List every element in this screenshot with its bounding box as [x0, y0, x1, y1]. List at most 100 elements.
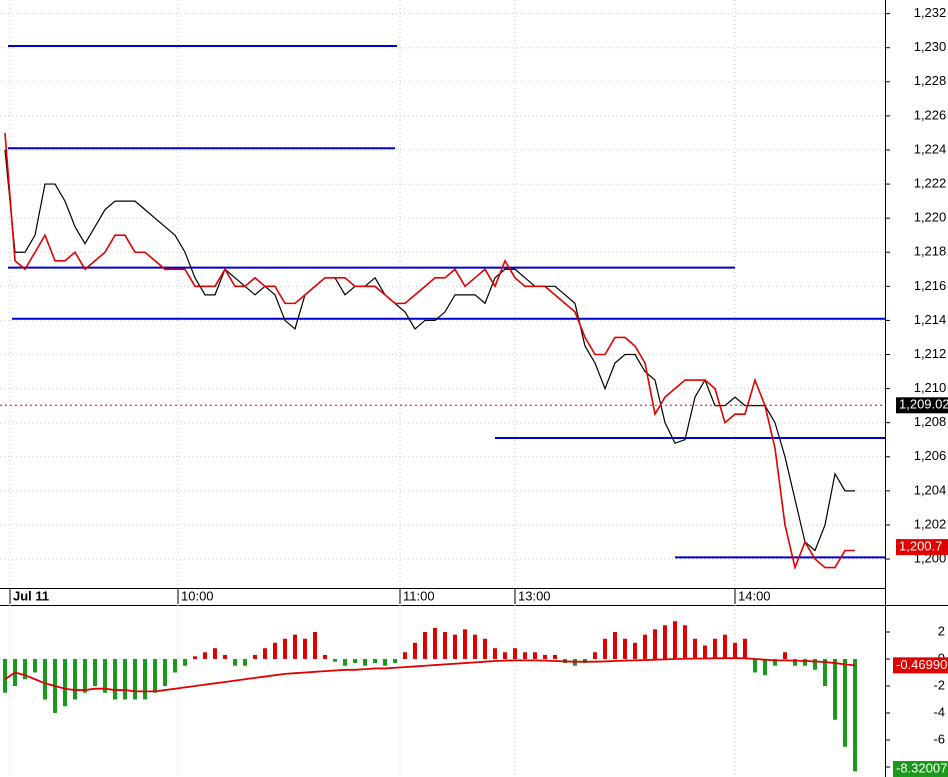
y-tick-label: 1,228 [914, 73, 947, 88]
histogram-bar [173, 659, 177, 673]
indicator-marker-box [893, 761, 948, 777]
y-tick-label: -6 [933, 731, 945, 746]
price-marker-box [896, 397, 948, 414]
signal-line [4, 657, 856, 693]
histogram-bar [543, 654, 547, 660]
histogram-bar [403, 652, 407, 660]
indicator-marker-label: -8.32007 [896, 760, 947, 775]
histogram-bar [453, 634, 457, 660]
histogram-bar [193, 656, 197, 660]
price-marker-label: 1,209.02 [899, 397, 948, 412]
histogram-bar [413, 642, 417, 660]
histogram-bar [613, 632, 617, 660]
histogram-bar [813, 659, 817, 670]
histogram-bar [713, 638, 717, 660]
histogram-bar [423, 632, 427, 660]
histogram-bar [743, 638, 747, 660]
histogram-bar [533, 652, 537, 660]
histogram-bar [703, 645, 707, 660]
histogram-bar [523, 652, 527, 660]
histogram-bar [373, 659, 377, 664]
histogram-bar [633, 642, 637, 660]
histogram-bar [293, 634, 297, 660]
histogram-bar [203, 652, 207, 660]
y-tick-label: -2 [933, 677, 945, 692]
y-tick-label: 1,232 [914, 5, 947, 20]
histogram-bar [493, 648, 497, 660]
histogram-bar [503, 652, 507, 660]
price-marker-label: 1,200.7 [899, 539, 942, 554]
histogram-bar [353, 659, 357, 664]
histogram-bar [253, 654, 257, 660]
histogram-bar [163, 659, 167, 687]
histogram-bar [783, 652, 787, 660]
histogram-bar [313, 632, 317, 660]
histogram-bar [803, 659, 807, 666]
y-tick-label: 2 [938, 623, 945, 638]
indicator-marker-box [893, 657, 948, 674]
y-tick-label: 1,216 [914, 278, 947, 293]
y-tick-label: 1,222 [914, 176, 947, 191]
histogram-bar [143, 659, 147, 700]
histogram-bar [663, 625, 667, 660]
y-tick-label: 1,204 [914, 482, 947, 497]
histogram-bar [723, 634, 727, 660]
y-tick-label: 1,212 [914, 346, 947, 361]
histogram-bar [463, 629, 467, 660]
histogram-bar [243, 659, 247, 666]
y-tick-label: 1,214 [914, 312, 947, 327]
y-tick-label: 1,206 [914, 448, 947, 463]
x-tick-label: Jul 11 [13, 588, 49, 603]
histogram-bar [793, 659, 797, 666]
histogram-bar [593, 652, 597, 660]
histogram-bar [133, 659, 137, 700]
y-tick-label: -4 [933, 704, 945, 719]
histogram-bar [63, 659, 67, 707]
histogram-bar [303, 638, 307, 660]
histogram-bar [513, 648, 517, 660]
histogram-bar [853, 659, 857, 772]
histogram-bar [733, 642, 737, 660]
indicator-marker-label: -0.46990 [896, 657, 947, 672]
histogram-bar [3, 659, 7, 693]
price-marker-box [896, 539, 948, 556]
y-tick-label: 1,226 [914, 107, 947, 122]
histogram-bar [93, 659, 97, 687]
x-tick-label: 10:00 [181, 588, 214, 603]
histogram-bar [333, 659, 337, 662]
histogram-bar [383, 659, 387, 666]
histogram-bar [603, 638, 607, 660]
x-tick-label: 14:00 [738, 588, 771, 603]
histogram-bar [683, 625, 687, 660]
x-tick-label: 13:00 [518, 588, 551, 603]
histogram-bar [323, 654, 327, 660]
histogram-bar [223, 654, 227, 660]
y-tick-label: 1,224 [914, 141, 947, 156]
histogram-bar [393, 659, 397, 664]
histogram-bar [843, 659, 847, 747]
histogram-bar [73, 659, 77, 700]
histogram-bar [103, 659, 107, 693]
y-tick-label: 1,210 [914, 380, 947, 395]
y-tick-label: 1,220 [914, 210, 947, 225]
histogram-bar [23, 659, 27, 680]
histogram-bar [833, 659, 837, 720]
histogram-bar [363, 659, 367, 666]
histogram-bar [43, 659, 47, 700]
histogram-bar [763, 659, 767, 676]
histogram-bar [553, 654, 557, 660]
histogram-bar [483, 638, 487, 660]
histogram-bar [263, 648, 267, 660]
histogram-bar [773, 659, 777, 666]
histogram-bar [653, 629, 657, 660]
histogram-bar [473, 634, 477, 660]
histogram-bar [693, 638, 697, 660]
histogram-bar [673, 621, 677, 660]
y-tick-label: 1,202 [914, 516, 947, 531]
histogram-bar [623, 638, 627, 660]
histogram-bar [123, 659, 127, 700]
histogram-bar [643, 634, 647, 660]
x-tick-label: 11:00 [403, 588, 435, 603]
histogram-bar [443, 632, 447, 660]
